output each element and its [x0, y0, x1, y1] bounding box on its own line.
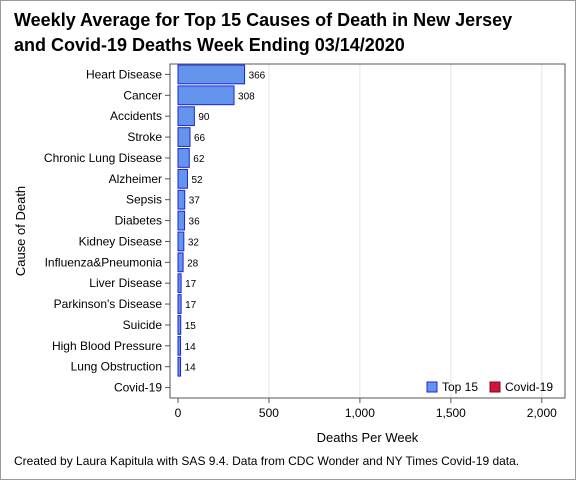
legend-top15-label: Top 15	[442, 380, 478, 394]
y-tick-label: Covid-19	[114, 381, 162, 395]
chart-title-line-1: Weekly Average for Top 15 Causes of Deat…	[14, 10, 513, 30]
top15-bar	[177, 127, 191, 147]
x-tick-label: 2,000	[527, 406, 557, 420]
y-tick-label: Suicide	[123, 318, 163, 332]
x-axis-label: Deaths Per Week	[317, 430, 419, 445]
top15-bar	[177, 315, 182, 335]
data-label: 14	[185, 342, 197, 353]
y-tick-label: Kidney Disease	[79, 234, 163, 248]
legend-covid-swatch	[489, 381, 501, 393]
x-tick-label: 1,500	[436, 406, 466, 420]
data-label: 17	[185, 279, 197, 290]
data-label: 366	[249, 70, 266, 81]
chart-title: Weekly Average for Top 15 Causes of Deat…	[14, 8, 564, 58]
y-tick-label: Influenza&Pneumonia	[45, 255, 163, 269]
y-tick-label: Chronic Lung Disease	[44, 151, 162, 165]
top15-bar	[177, 356, 182, 377]
y-tick-label: Accidents	[110, 109, 162, 123]
chart-title-line-2: and Covid-19 Deaths Week Ending 03/14/20…	[14, 35, 405, 55]
top15-bar	[177, 210, 186, 231]
y-tick-label: Heart Disease	[86, 67, 162, 81]
y-tick-label: Liver Disease	[89, 276, 162, 290]
top15-bar	[177, 168, 188, 189]
data-label: 15	[185, 321, 197, 332]
y-axis-label: Cause of Death	[13, 186, 28, 276]
data-label: 62	[193, 154, 205, 165]
y-tick-label: Cancer	[123, 88, 162, 102]
y-tick-label: Lung Obstruction	[71, 360, 162, 374]
top15-bar	[177, 335, 182, 356]
y-tick-label: Diabetes	[115, 214, 162, 228]
data-label: 90	[198, 112, 210, 123]
legend-top15-swatch	[426, 381, 438, 393]
y-tick-label: Parkinson's Disease	[54, 297, 163, 311]
legend-covid-label: Covid-19	[505, 380, 553, 394]
top15-bar	[177, 64, 246, 85]
top15-bar	[177, 252, 184, 273]
data-label: 14	[185, 363, 197, 374]
top15-bar	[177, 189, 186, 210]
top15-bar	[177, 106, 195, 127]
top15-bar	[177, 148, 190, 168]
top15-bar	[177, 273, 182, 294]
x-tick-label: 500	[259, 406, 279, 420]
x-tick-label: 0	[175, 406, 182, 420]
data-label: 66	[194, 133, 206, 144]
top15-bar	[177, 85, 235, 106]
data-label: 32	[188, 237, 200, 248]
data-label: 37	[189, 196, 201, 207]
y-tick-label: Sepsis	[126, 193, 162, 207]
y-tick-label: Stroke	[127, 130, 162, 144]
data-label: 17	[185, 300, 197, 311]
plot-area	[169, 63, 566, 399]
data-label: 52	[191, 175, 203, 186]
x-tick-label: 1,000	[345, 406, 375, 420]
y-tick-label: Alzheimer	[109, 172, 162, 186]
footnote: Created by Laura Kapitula with SAS 9.4. …	[14, 454, 520, 468]
y-tick-label: High Blood Pressure	[52, 339, 162, 353]
data-label: 36	[189, 217, 201, 228]
data-label: 28	[187, 258, 199, 269]
top15-bar	[177, 294, 182, 314]
top15-bar	[177, 231, 185, 252]
data-label: 308	[238, 91, 255, 102]
